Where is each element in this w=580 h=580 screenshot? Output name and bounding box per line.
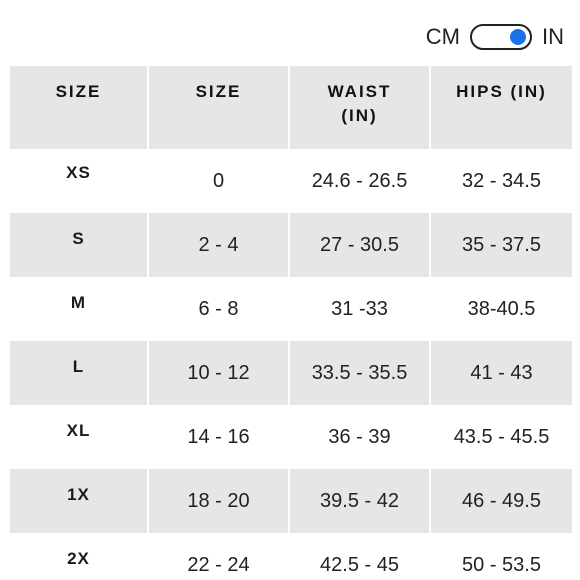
table-row: XL 14 - 16 36 - 39 43.5 - 45.5: [10, 405, 572, 469]
table-row: 2X 22 - 24 42.5 - 45 50 - 53.5: [10, 533, 572, 580]
waist-cell: 31 -33: [289, 277, 431, 341]
waist-cell: 24.6 - 26.5: [289, 149, 431, 213]
size-number-cell: 22 - 24: [148, 533, 290, 580]
table-row: XS 0 24.6 - 26.5 32 - 34.5: [10, 149, 572, 213]
waist-cell: 33.5 - 35.5: [289, 341, 431, 405]
unit-cm-label[interactable]: CM: [425, 24, 460, 49]
size-number-cell: 6 - 8: [148, 277, 290, 341]
hips-cell: 41 - 43: [470, 361, 533, 384]
header-size-number: SIZE: [148, 66, 290, 149]
waist-cell: 27 - 30.5: [289, 213, 431, 277]
table-header-row: SIZE SIZE WAIST (IN) HIPS (IN): [10, 66, 572, 149]
size-label-cell: 1X: [10, 469, 149, 533]
size-number-cell: 0: [148, 149, 290, 213]
unit-in-label[interactable]: IN: [542, 24, 564, 49]
size-label-cell: S: [10, 213, 149, 277]
size-chart-table: SIZE SIZE WAIST (IN) HIPS (IN) XS 0 24.6 -…: [10, 66, 572, 580]
size-number-cell: 2 - 4: [148, 213, 290, 277]
unit-toggle-switch[interactable]: [470, 24, 532, 50]
size-label-cell: 2X: [10, 533, 149, 580]
size-label-cell: XL: [10, 405, 149, 469]
table-row: 1X 18 - 20 39.5 - 42 46 - 49.5: [10, 469, 572, 533]
size-label-cell: M: [10, 277, 149, 341]
hips-cell: 35 - 37.5: [462, 233, 541, 256]
toggle-knob: [510, 29, 526, 45]
size-number-cell: 10 - 12: [148, 341, 290, 405]
header-waist: WAIST (IN): [289, 66, 431, 149]
waist-cell: 36 - 39: [289, 405, 431, 469]
table-row: L 10 - 12 33.5 - 35.5 41 - 43: [10, 341, 572, 405]
hips-cell: 32 - 34.5: [462, 169, 541, 192]
size-label-cell: XS: [10, 149, 149, 213]
unit-toggle: CM IN: [426, 24, 564, 50]
hips-cell: 50 - 53.5: [462, 553, 541, 576]
size-number-cell: 18 - 20: [148, 469, 290, 533]
header-hips: HIPS (IN): [456, 82, 547, 101]
size-number-cell: 14 - 16: [148, 405, 290, 469]
header-size-label: SIZE: [10, 66, 149, 149]
hips-cell: 46 - 49.5: [462, 489, 541, 512]
hips-cell: 38-40.5: [467, 297, 536, 320]
size-label-cell: L: [10, 341, 149, 405]
header-waist-text: WAIST (IN): [327, 82, 392, 125]
hips-cell: 43.5 - 45.5: [453, 425, 550, 448]
waist-cell: 39.5 - 42: [289, 469, 431, 533]
waist-cell: 42.5 - 45: [289, 533, 431, 580]
